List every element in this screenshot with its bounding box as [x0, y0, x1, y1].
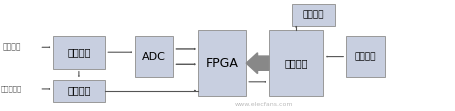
Text: www.elecfans.com: www.elecfans.com: [235, 102, 293, 107]
Text: 外触发信号: 外触发信号: [1, 86, 22, 92]
Bar: [198, 30, 246, 96]
FancyArrow shape: [246, 53, 268, 74]
Text: 微处理器: 微处理器: [284, 58, 307, 68]
Text: ADC: ADC: [142, 52, 166, 62]
Text: FPGA: FPGA: [205, 57, 238, 70]
Bar: [268, 30, 323, 96]
Bar: [345, 36, 384, 77]
Bar: [53, 36, 105, 69]
Bar: [53, 80, 105, 102]
Text: 被测信号: 被测信号: [3, 43, 21, 52]
Text: 显示模块: 显示模块: [302, 10, 324, 19]
Bar: [291, 4, 334, 26]
Text: 触发模块: 触发模块: [67, 86, 91, 96]
Bar: [135, 36, 173, 77]
Text: 模拟通道: 模拟通道: [67, 47, 91, 57]
Text: 外设接口: 外设接口: [354, 52, 375, 61]
